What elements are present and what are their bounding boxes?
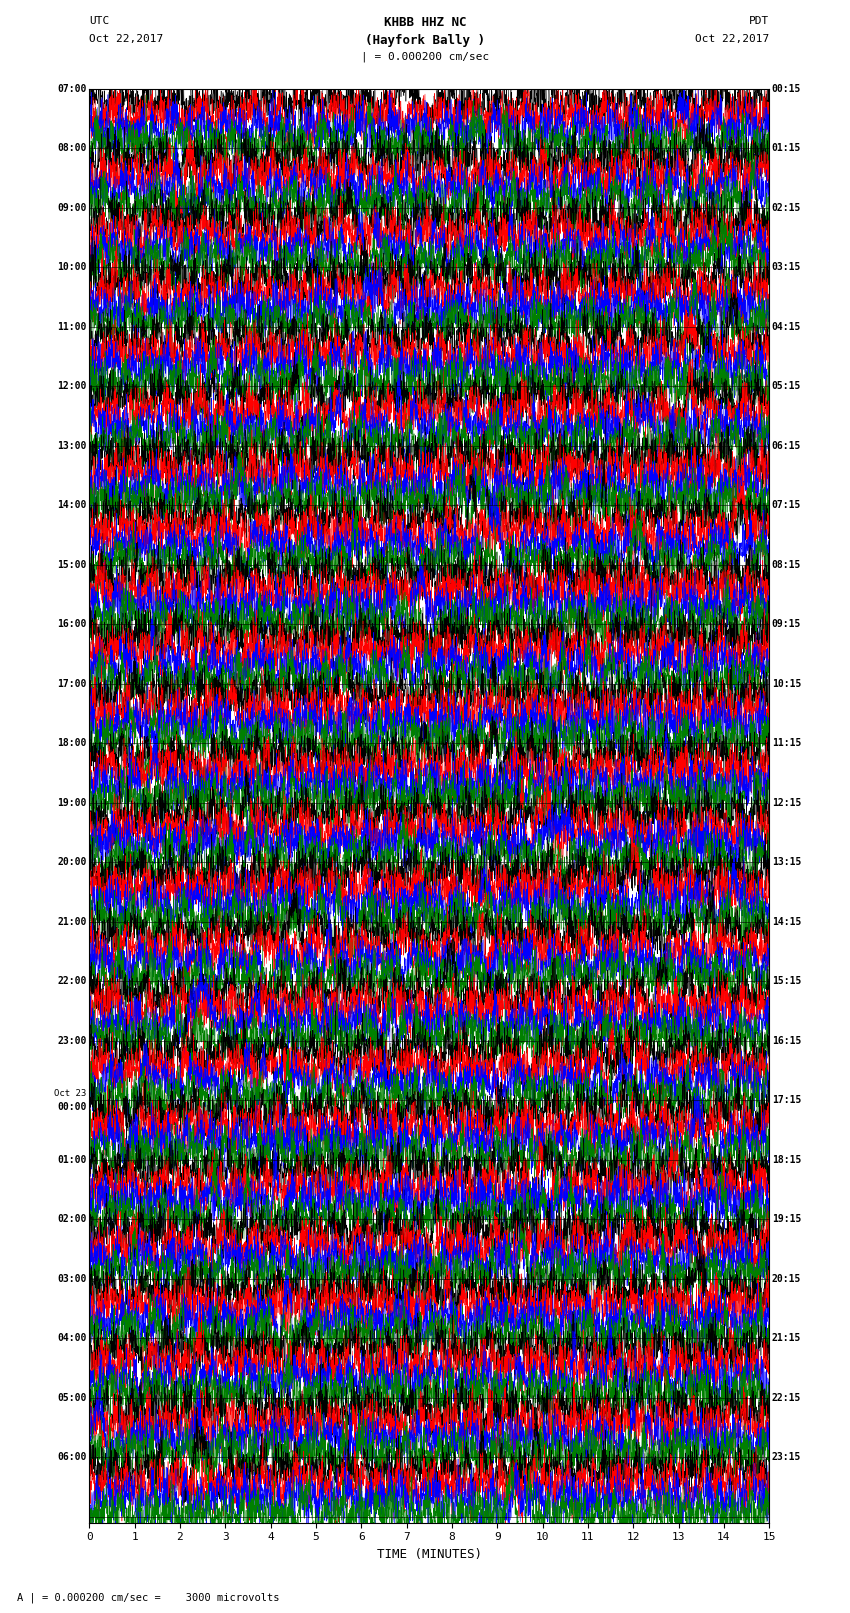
Text: 03:15: 03:15 [772, 263, 802, 273]
Text: 12:00: 12:00 [57, 381, 87, 392]
Text: 20:15: 20:15 [772, 1274, 802, 1284]
Text: 04:15: 04:15 [772, 321, 802, 332]
Text: Oct 23: Oct 23 [54, 1089, 87, 1098]
Text: 19:15: 19:15 [772, 1215, 802, 1224]
Text: 09:15: 09:15 [772, 619, 802, 629]
Text: 14:15: 14:15 [772, 916, 802, 927]
Text: 06:15: 06:15 [772, 440, 802, 450]
Text: KHBB HHZ NC: KHBB HHZ NC [383, 16, 467, 29]
Text: 10:00: 10:00 [57, 263, 87, 273]
Text: 13:15: 13:15 [772, 857, 802, 868]
Text: 18:00: 18:00 [57, 739, 87, 748]
Text: 21:00: 21:00 [57, 916, 87, 927]
Text: 10:15: 10:15 [772, 679, 802, 689]
Text: 11:00: 11:00 [57, 321, 87, 332]
Text: 17:15: 17:15 [772, 1095, 802, 1105]
Text: 16:15: 16:15 [772, 1036, 802, 1045]
Text: A | = 0.000200 cm/sec =    3000 microvolts: A | = 0.000200 cm/sec = 3000 microvolts [17, 1592, 280, 1603]
Text: 05:15: 05:15 [772, 381, 802, 392]
Text: 14:00: 14:00 [57, 500, 87, 510]
Text: Oct 22,2017: Oct 22,2017 [89, 34, 163, 44]
Text: 22:15: 22:15 [772, 1392, 802, 1403]
Text: 09:00: 09:00 [57, 203, 87, 213]
Text: 03:00: 03:00 [57, 1274, 87, 1284]
Text: 05:00: 05:00 [57, 1392, 87, 1403]
Text: 16:00: 16:00 [57, 619, 87, 629]
Text: 02:15: 02:15 [772, 203, 802, 213]
Text: 20:00: 20:00 [57, 857, 87, 868]
Text: 01:00: 01:00 [57, 1155, 87, 1165]
Text: 18:15: 18:15 [772, 1155, 802, 1165]
Text: | = 0.000200 cm/sec: | = 0.000200 cm/sec [361, 52, 489, 63]
Text: 23:15: 23:15 [772, 1452, 802, 1463]
Text: 17:00: 17:00 [57, 679, 87, 689]
Text: 15:15: 15:15 [772, 976, 802, 986]
Text: (Hayfork Bally ): (Hayfork Bally ) [365, 34, 485, 47]
Text: UTC: UTC [89, 16, 110, 26]
Text: 08:00: 08:00 [57, 144, 87, 153]
Text: 07:15: 07:15 [772, 500, 802, 510]
Text: 12:15: 12:15 [772, 798, 802, 808]
Text: 06:00: 06:00 [57, 1452, 87, 1463]
X-axis label: TIME (MINUTES): TIME (MINUTES) [377, 1548, 482, 1561]
Text: 00:15: 00:15 [772, 84, 802, 94]
Text: 19:00: 19:00 [57, 798, 87, 808]
Text: 11:15: 11:15 [772, 739, 802, 748]
Text: 23:00: 23:00 [57, 1036, 87, 1045]
Text: 08:15: 08:15 [772, 560, 802, 569]
Text: 04:00: 04:00 [57, 1334, 87, 1344]
Text: 00:00: 00:00 [57, 1102, 87, 1111]
Text: 15:00: 15:00 [57, 560, 87, 569]
Text: 21:15: 21:15 [772, 1334, 802, 1344]
Text: 01:15: 01:15 [772, 144, 802, 153]
Text: 22:00: 22:00 [57, 976, 87, 986]
Text: PDT: PDT [749, 16, 769, 26]
Text: Oct 22,2017: Oct 22,2017 [695, 34, 769, 44]
Text: 13:00: 13:00 [57, 440, 87, 450]
Text: 07:00: 07:00 [57, 84, 87, 94]
Text: 02:00: 02:00 [57, 1215, 87, 1224]
